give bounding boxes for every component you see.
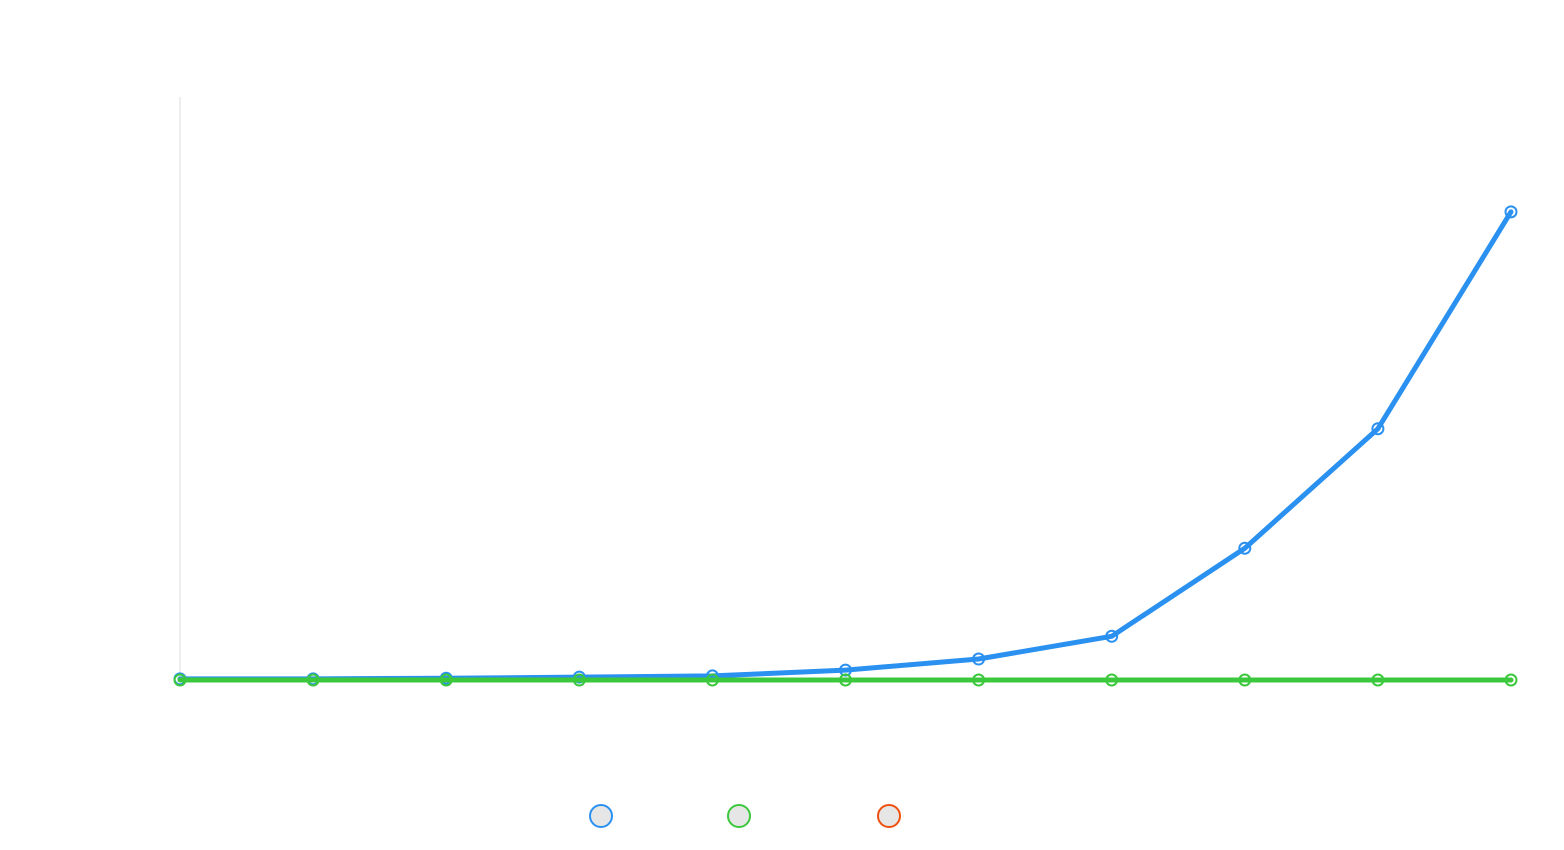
data-point [173, 673, 187, 687]
data-point [839, 663, 852, 677]
data-point [972, 673, 986, 687]
data-point [1371, 673, 1385, 687]
data-point [439, 673, 453, 687]
data-point [1504, 205, 1518, 219]
data-point [705, 673, 719, 687]
data-point [1105, 673, 1119, 687]
data-point [1371, 422, 1385, 436]
data-point [1105, 629, 1119, 643]
data-point [972, 652, 986, 666]
legend-marker [727, 804, 751, 828]
series-line [177, 209, 1514, 682]
data-point [306, 673, 320, 687]
legend-marker [877, 804, 901, 828]
data-point [572, 673, 586, 687]
data-point [1238, 541, 1252, 555]
legend-marker [589, 804, 613, 828]
data-point [1238, 673, 1252, 687]
data-point [1504, 673, 1518, 687]
data-point [839, 673, 852, 687]
